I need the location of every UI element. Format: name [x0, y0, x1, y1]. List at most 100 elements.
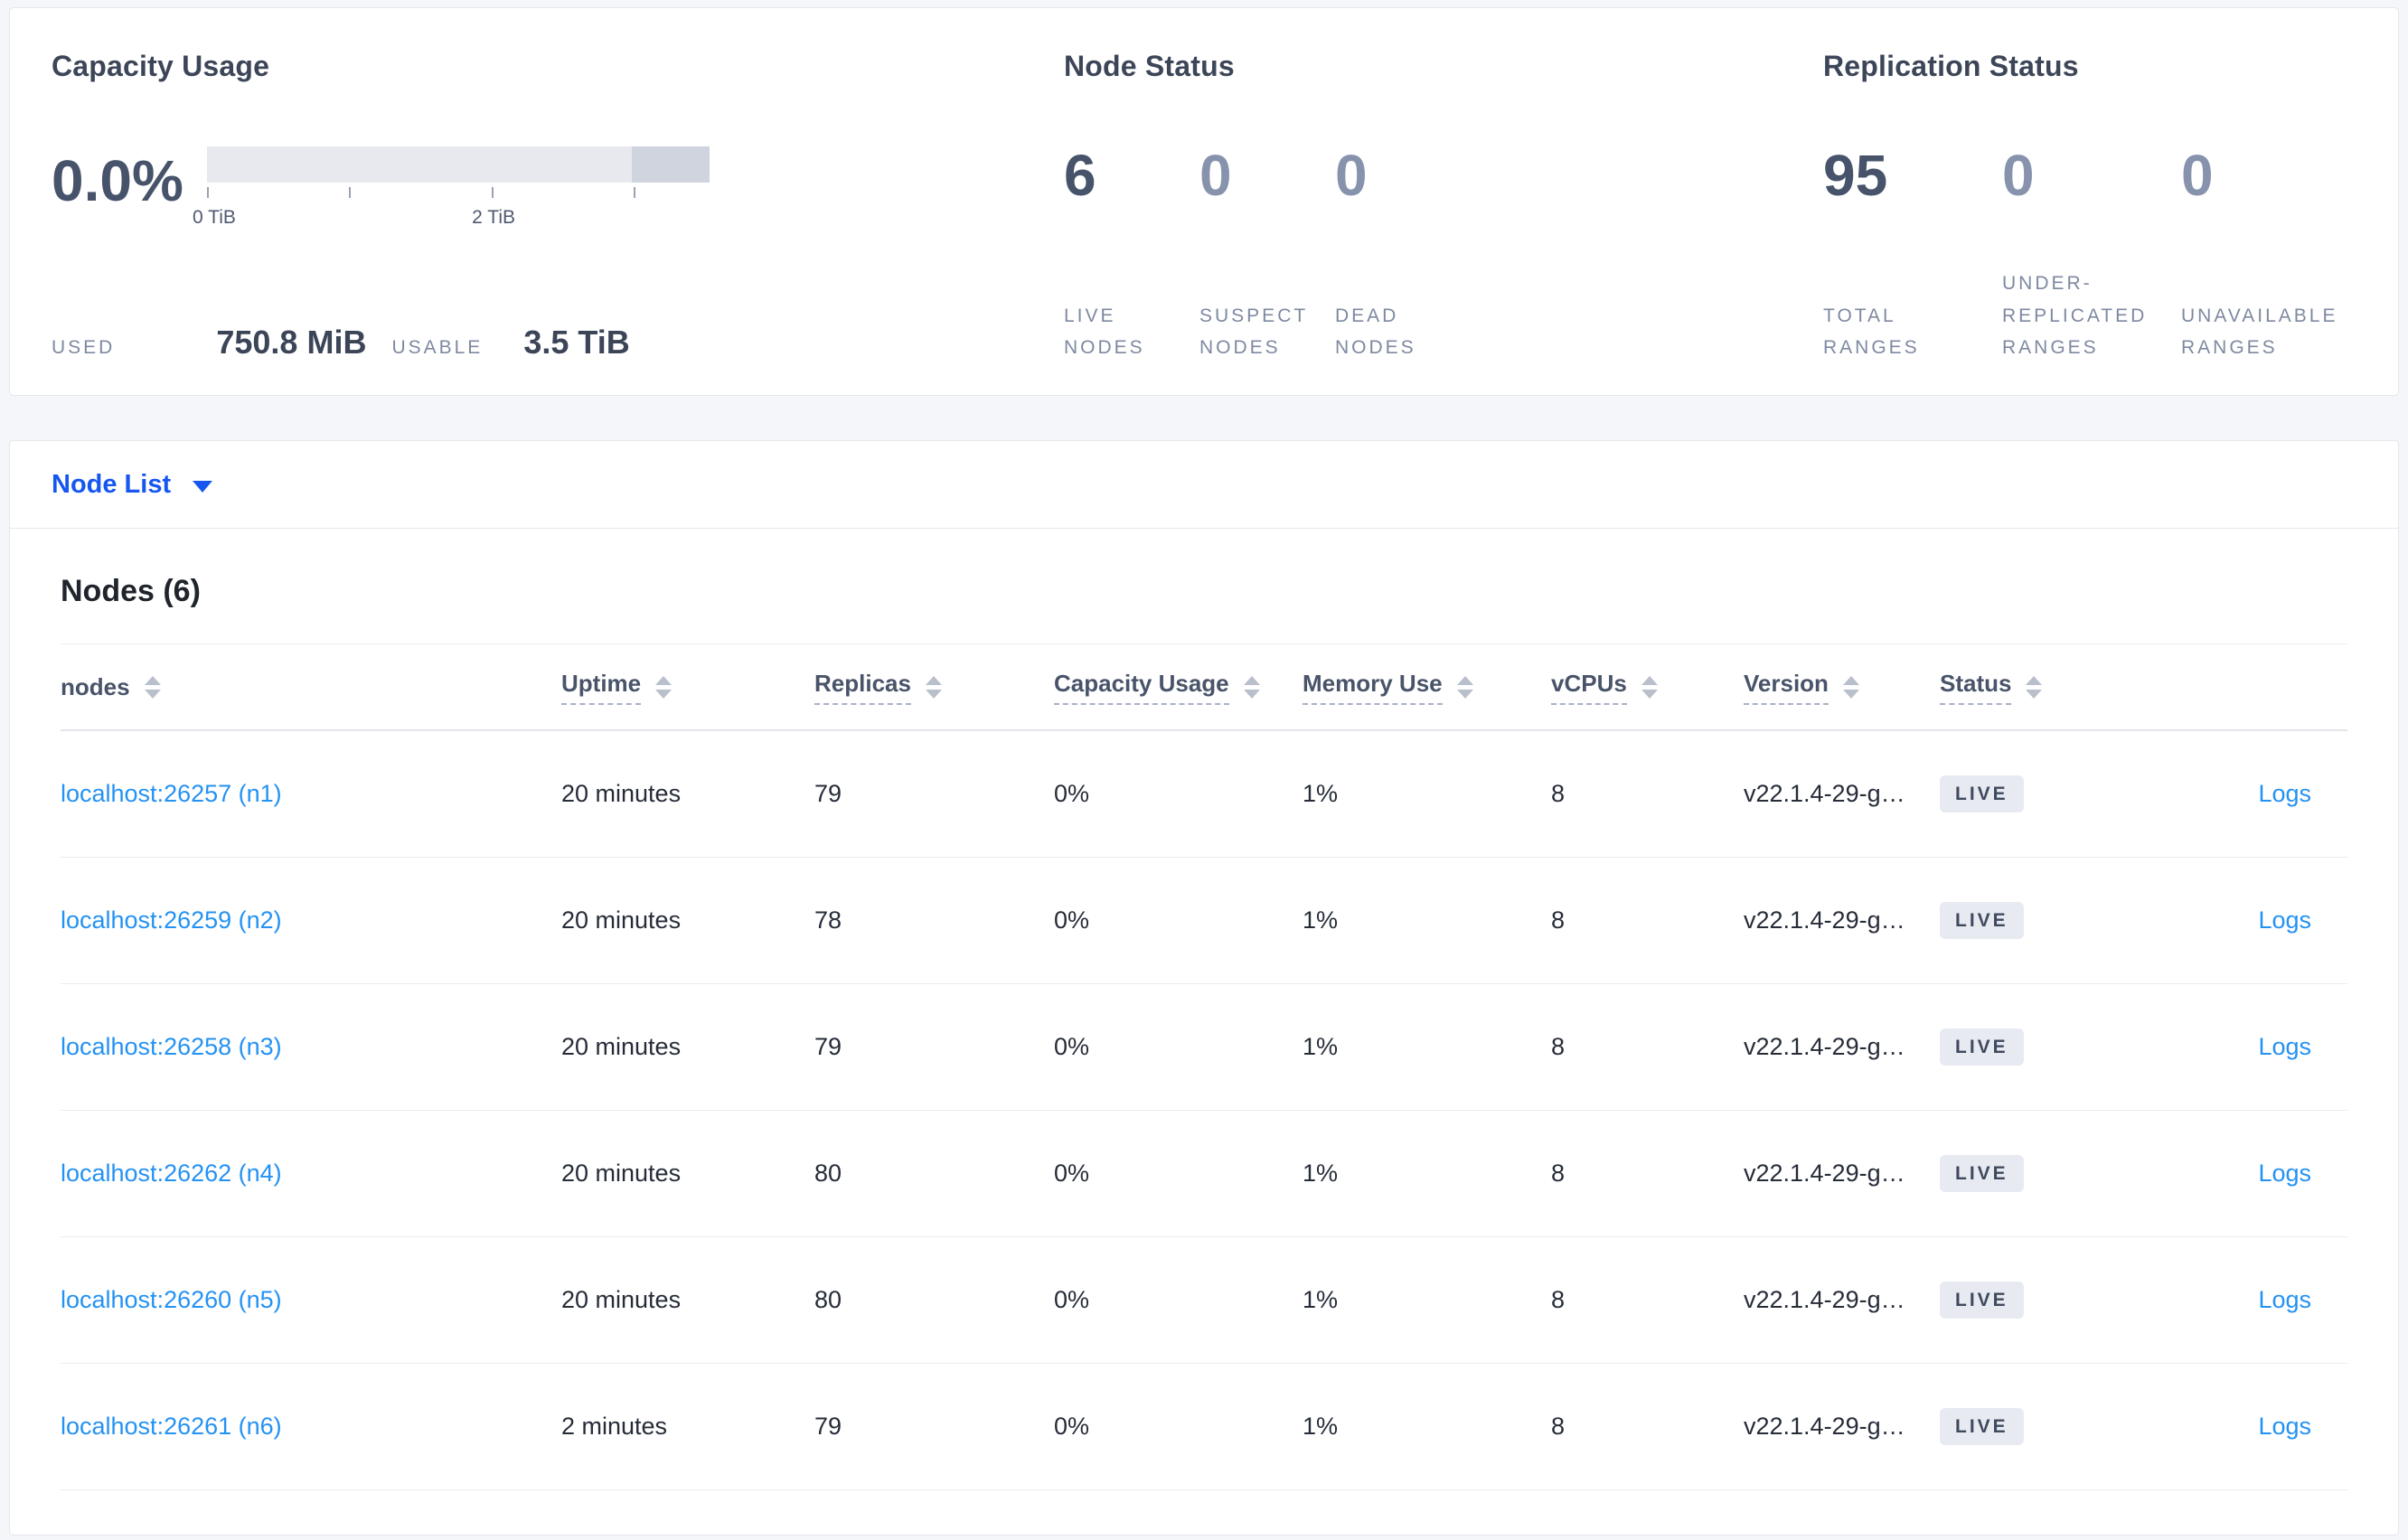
status-badge: LIVE [1940, 1408, 2024, 1445]
vcpus-cell: 8 [1551, 1413, 1566, 1440]
version-cell: v22.1.4-29-g… [1744, 780, 1905, 807]
node-list-dropdown[interactable]: Node List [52, 469, 213, 500]
replication-status-labels: TOTAL RANGES UNDER- REPLICATED RANGES UN… [1823, 268, 2360, 364]
column-header-label[interactable]: Memory Use [1303, 670, 1443, 705]
capacity-cell: 0% [1054, 1033, 1090, 1060]
memory-cell: 1% [1303, 780, 1339, 807]
version-cell: v22.1.4-29-g… [1744, 1160, 1905, 1187]
unavailable-ranges-label: UNAVAILABLE RANGES [2181, 305, 2338, 359]
live-nodes-value: 6 [1064, 143, 1096, 208]
logs-link[interactable]: Logs [2258, 906, 2311, 934]
column-header-label[interactable]: Version [1744, 670, 1829, 705]
column-header-label[interactable]: Status [1940, 670, 2012, 705]
table-row: localhost:26261 (n6) 2 minutes 79 0% 1% … [61, 1364, 2347, 1490]
logs-link[interactable]: Logs [2258, 1033, 2311, 1060]
axis-tick [634, 187, 636, 198]
replication-status-panel: Replication Status 95 0 0 TOTAL RANGES U… [1823, 50, 2360, 364]
sort-icon[interactable] [1243, 675, 1260, 699]
version-cell: v22.1.4-29-g… [1744, 1033, 1905, 1060]
column-header-label[interactable]: nodes [61, 672, 130, 700]
node-link[interactable]: localhost:26261 (n6) [61, 1413, 282, 1440]
version-cell: v22.1.4-29-g… [1744, 1413, 1905, 1440]
column-header-label[interactable]: Replicas [814, 670, 911, 705]
node-status-title: Node Status [1064, 50, 1235, 82]
capacity-bar-dark-segment [631, 146, 710, 183]
used-value: 750.8 MiB [216, 324, 367, 362]
suspect-nodes-value: 0 [1199, 143, 1232, 208]
capacity-usage-title: Capacity Usage [52, 50, 270, 82]
column-header-label[interactable]: vCPUs [1551, 670, 1627, 705]
memory-cell: 1% [1303, 1033, 1339, 1060]
status-badge: LIVE [1940, 1282, 2024, 1319]
table-row: localhost:26258 (n3) 20 minutes 79 0% 1%… [61, 984, 2347, 1111]
vcpus-cell: 8 [1551, 1160, 1566, 1187]
sort-icon[interactable] [1641, 675, 1658, 699]
table-header-row: nodes Uptime Replicas Capacity Usage Mem… [61, 644, 2347, 731]
node-list-dropdown-label: Node List [52, 469, 172, 499]
capacity-axis-labels: 0 TiB 2 TiB [193, 207, 710, 232]
replication-status-title: Replication Status [1823, 50, 2079, 82]
usable-label: USABLE [391, 337, 484, 359]
column-header-vcpus: vCPUs [1551, 670, 1744, 705]
status-badge: LIVE [1940, 1028, 2024, 1066]
nodes-table-section: Nodes (6) nodes Uptime Replicas Capacity… [10, 574, 2398, 1490]
chevron-down-icon [193, 480, 213, 493]
axis-label-0tib: 0 TiB [193, 207, 236, 228]
view-selector-bar: Node List [10, 441, 2398, 529]
memory-cell: 1% [1303, 906, 1339, 934]
total-ranges-label: TOTAL RANGES [1823, 305, 1920, 359]
sort-icon[interactable] [925, 675, 942, 699]
status-badge: LIVE [1940, 775, 2024, 812]
uptime-cell: 20 minutes [561, 780, 682, 807]
sort-icon[interactable] [2026, 675, 2043, 699]
column-header-label[interactable]: Uptime [561, 670, 642, 705]
logs-link[interactable]: Logs [2258, 780, 2311, 807]
cluster-summary-panel: Capacity Usage 0.0% 0 TiB 2 TiB [9, 7, 2399, 396]
sort-icon[interactable] [1456, 675, 1473, 699]
node-link[interactable]: localhost:26258 (n3) [61, 1033, 282, 1060]
version-cell: v22.1.4-29-g… [1744, 906, 1905, 934]
replicas-cell: 79 [814, 1033, 842, 1060]
axis-tick [207, 187, 209, 198]
vcpus-cell: 8 [1551, 780, 1566, 807]
replication-status-values: 95 0 0 [1823, 146, 2360, 204]
vcpus-cell: 8 [1551, 906, 1566, 934]
logs-link[interactable]: Logs [2258, 1286, 2311, 1313]
replicas-cell: 80 [814, 1160, 842, 1187]
capacity-cell: 0% [1054, 780, 1090, 807]
under-replicated-ranges-value: 0 [2002, 143, 2035, 208]
node-status-values: 6 0 0 [1064, 146, 1823, 204]
node-link[interactable]: localhost:26260 (n5) [61, 1286, 282, 1313]
capacity-cell: 0% [1054, 1286, 1090, 1313]
sort-icon[interactable] [1842, 675, 1859, 699]
node-link[interactable]: localhost:26257 (n1) [61, 780, 282, 807]
capacity-usage-panel: Capacity Usage 0.0% 0 TiB 2 TiB [52, 50, 1064, 364]
column-header-label[interactable]: Capacity Usage [1054, 670, 1229, 705]
uptime-cell: 2 minutes [561, 1413, 668, 1440]
column-header-replicas: Replicas [814, 670, 1054, 705]
node-link[interactable]: localhost:26259 (n2) [61, 906, 282, 934]
axis-tick [491, 187, 494, 198]
sort-icon[interactable] [144, 675, 161, 699]
vcpus-cell: 8 [1551, 1286, 1566, 1313]
node-link[interactable]: localhost:26262 (n4) [61, 1160, 282, 1187]
table-row: localhost:26262 (n4) 20 minutes 80 0% 1%… [61, 1111, 2347, 1237]
capacity-used-usable-row: USED 750.8 MiB USABLE 3.5 TiB [52, 324, 630, 364]
column-header-version: Version [1744, 670, 1940, 705]
memory-cell: 1% [1303, 1160, 1339, 1187]
used-label: USED [52, 337, 116, 359]
total-ranges-value: 95 [1823, 143, 1888, 208]
uptime-cell: 20 minutes [561, 1286, 682, 1313]
logs-link[interactable]: Logs [2258, 1160, 2311, 1187]
column-header-capacity-usage: Capacity Usage [1054, 670, 1303, 705]
uptime-cell: 20 minutes [561, 1033, 682, 1060]
logs-link[interactable]: Logs [2258, 1413, 2311, 1440]
uptime-cell: 20 minutes [561, 1160, 682, 1187]
under-replicated-ranges-label: UNDER- REPLICATED RANGES [2002, 272, 2148, 359]
memory-cell: 1% [1303, 1413, 1339, 1440]
nodes-table-title: Nodes (6) [61, 574, 201, 608]
table-top-divider [61, 643, 2347, 644]
node-status-labels: LIVE NODES SUSPECT NODES DEAD NODES [1064, 300, 1471, 364]
capacity-percent-value: 0.0% [52, 148, 183, 213]
sort-icon[interactable] [655, 675, 673, 699]
